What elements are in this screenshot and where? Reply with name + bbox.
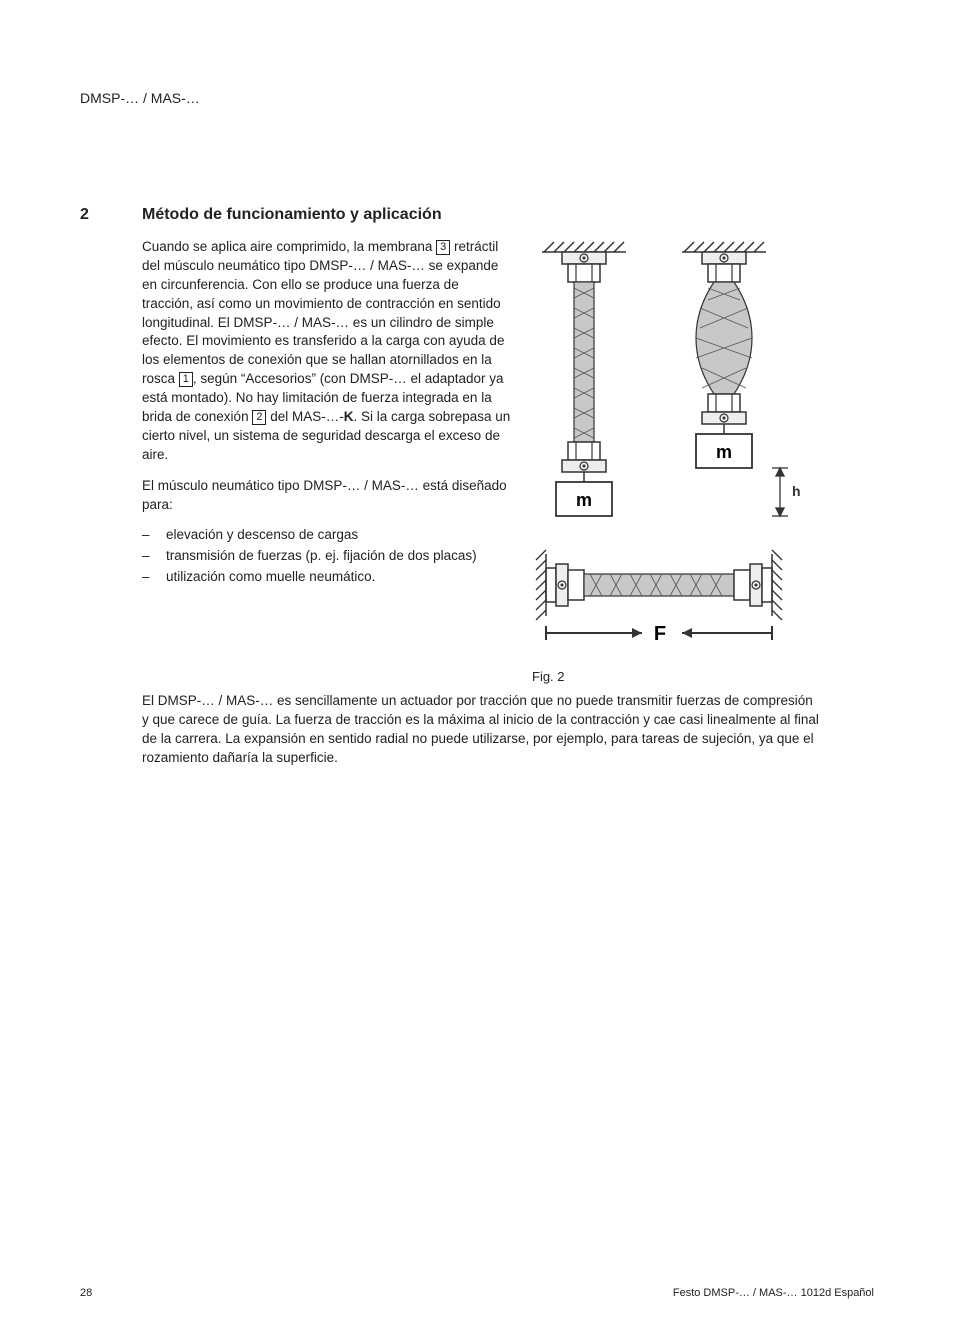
section-heading: 2 Método de funcionamiento y aplicación bbox=[80, 206, 874, 224]
section-number: 2 bbox=[80, 206, 142, 224]
ref-box-2: 2 bbox=[252, 410, 266, 425]
muscle-left-icon: m bbox=[556, 252, 612, 516]
section-title: Método de funcionamiento y aplicación bbox=[142, 206, 442, 224]
figure-column: m bbox=[532, 238, 874, 684]
dimension-h-icon: h bbox=[772, 468, 801, 516]
list-item: –transmisión de fuerzas (p. ej. fijación… bbox=[142, 547, 512, 566]
page: DMSP-… / MAS-… 2 Método de funcionamient… bbox=[0, 0, 954, 1339]
content-row: Cuando se aplica aire comprimido, la mem… bbox=[80, 238, 874, 684]
header-product: DMSP-… / MAS-… bbox=[80, 90, 874, 106]
list-text: utilización como muelle neumático. bbox=[166, 568, 375, 587]
muscle-right-icon: m bbox=[696, 252, 752, 468]
p1-t2: retráctil del músculo neumático tipo DMS… bbox=[142, 239, 504, 386]
text-column: Cuando se aplica aire comprimido, la mem… bbox=[142, 238, 512, 589]
paragraph-1: Cuando se aplica aire comprimido, la mem… bbox=[142, 238, 512, 465]
list-text: transmisión de fuerzas (p. ej. fijación … bbox=[166, 547, 477, 566]
label-h: h bbox=[792, 483, 801, 499]
figure-caption: Fig. 2 bbox=[532, 669, 874, 684]
list-text: elevación y descenso de cargas bbox=[166, 526, 358, 545]
list-item: –utilización como muelle neumático. bbox=[142, 568, 512, 587]
dash-icon: – bbox=[142, 526, 166, 545]
paragraph-2: El músculo neumático tipo DMSP-… / MAS-…… bbox=[142, 477, 512, 515]
footer-right: Festo DMSP-… / MAS-… 1012d Español bbox=[673, 1287, 874, 1299]
label-m-left: m bbox=[576, 490, 592, 510]
ref-box-1: 1 bbox=[179, 372, 193, 387]
label-m-right: m bbox=[716, 442, 732, 462]
page-number: 28 bbox=[80, 1287, 92, 1299]
p1-t4: del MAS-…- bbox=[266, 409, 343, 424]
list-item: –elevación y descenso de cargas bbox=[142, 526, 512, 545]
ceiling-hatch-right-icon bbox=[682, 242, 766, 252]
p1-bold: K bbox=[344, 409, 354, 424]
page-footer: 28 Festo DMSP-… / MAS-… 1012d Español bbox=[80, 1287, 874, 1299]
paragraph-3: El DMSP-… / MAS-… es sencillamente un ac… bbox=[142, 692, 822, 768]
label-F: F bbox=[654, 623, 666, 645]
force-diagram-icon: F bbox=[536, 550, 782, 645]
ceiling-hatch-left-icon bbox=[542, 242, 626, 252]
dash-icon: – bbox=[142, 568, 166, 587]
application-list: –elevación y descenso de cargas –transmi… bbox=[142, 526, 512, 587]
ref-box-3: 3 bbox=[436, 240, 450, 255]
dash-icon: – bbox=[142, 547, 166, 566]
p1-t1: Cuando se aplica aire comprimido, la mem… bbox=[142, 239, 432, 254]
figure-2-svg: m bbox=[532, 238, 812, 658]
